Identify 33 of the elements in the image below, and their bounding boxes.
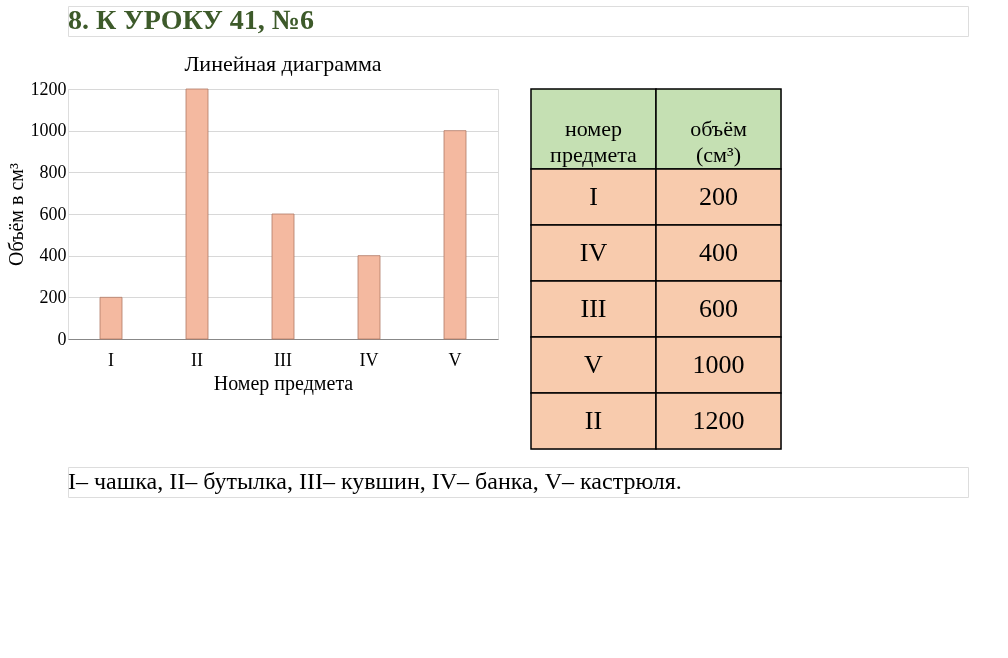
x-tick-label: II (191, 349, 203, 370)
text: I– чашка, II– бутылка, III– кувшин, IV– банка, V– кастрюля. (68, 468, 682, 494)
y-tick-label: 600 (39, 203, 67, 224)
y-axis-title: Объём в см³ (4, 163, 27, 266)
text: номер предмета (550, 116, 638, 167)
category-label: IV (579, 238, 608, 267)
x-tick-label: V (448, 349, 462, 370)
y-tick-label: 400 (39, 245, 67, 266)
data-label: 200 (699, 182, 738, 211)
y-tick-label: 1000 (30, 120, 67, 141)
bar (99, 296, 123, 340)
bar (271, 213, 295, 340)
category-label: II (584, 406, 603, 435)
y-tick-label: 800 (39, 161, 67, 182)
x-axis-title: Номер предмета (213, 371, 354, 395)
y-tick-label: 0 (57, 328, 67, 349)
chart-title: Линейная диаграмма (184, 51, 382, 76)
x-tick-label: IV (359, 349, 379, 370)
text: 8. К УРОКУ 41, №6 (68, 4, 314, 35)
data-label: 1200 (692, 406, 745, 435)
y-tick-label: 1200 (30, 78, 67, 99)
y-tick-label: 200 (39, 286, 67, 307)
data-label: 600 (699, 294, 738, 323)
text: объём (см³) (690, 116, 747, 167)
bar (443, 130, 467, 340)
bar (185, 88, 209, 340)
x-tick-label: I (108, 349, 114, 370)
category-label: III (580, 294, 607, 323)
x-tick-label: III (274, 349, 292, 370)
bar (357, 255, 381, 340)
data-label: 1000 (692, 350, 745, 379)
data-label: 400 (699, 238, 738, 267)
category-label: I (589, 182, 598, 211)
